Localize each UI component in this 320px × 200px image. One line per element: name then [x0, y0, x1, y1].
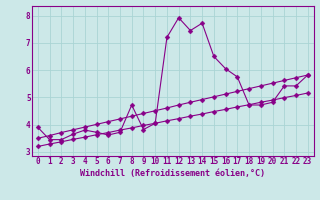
- X-axis label: Windchill (Refroidissement éolien,°C): Windchill (Refroidissement éolien,°C): [80, 169, 265, 178]
